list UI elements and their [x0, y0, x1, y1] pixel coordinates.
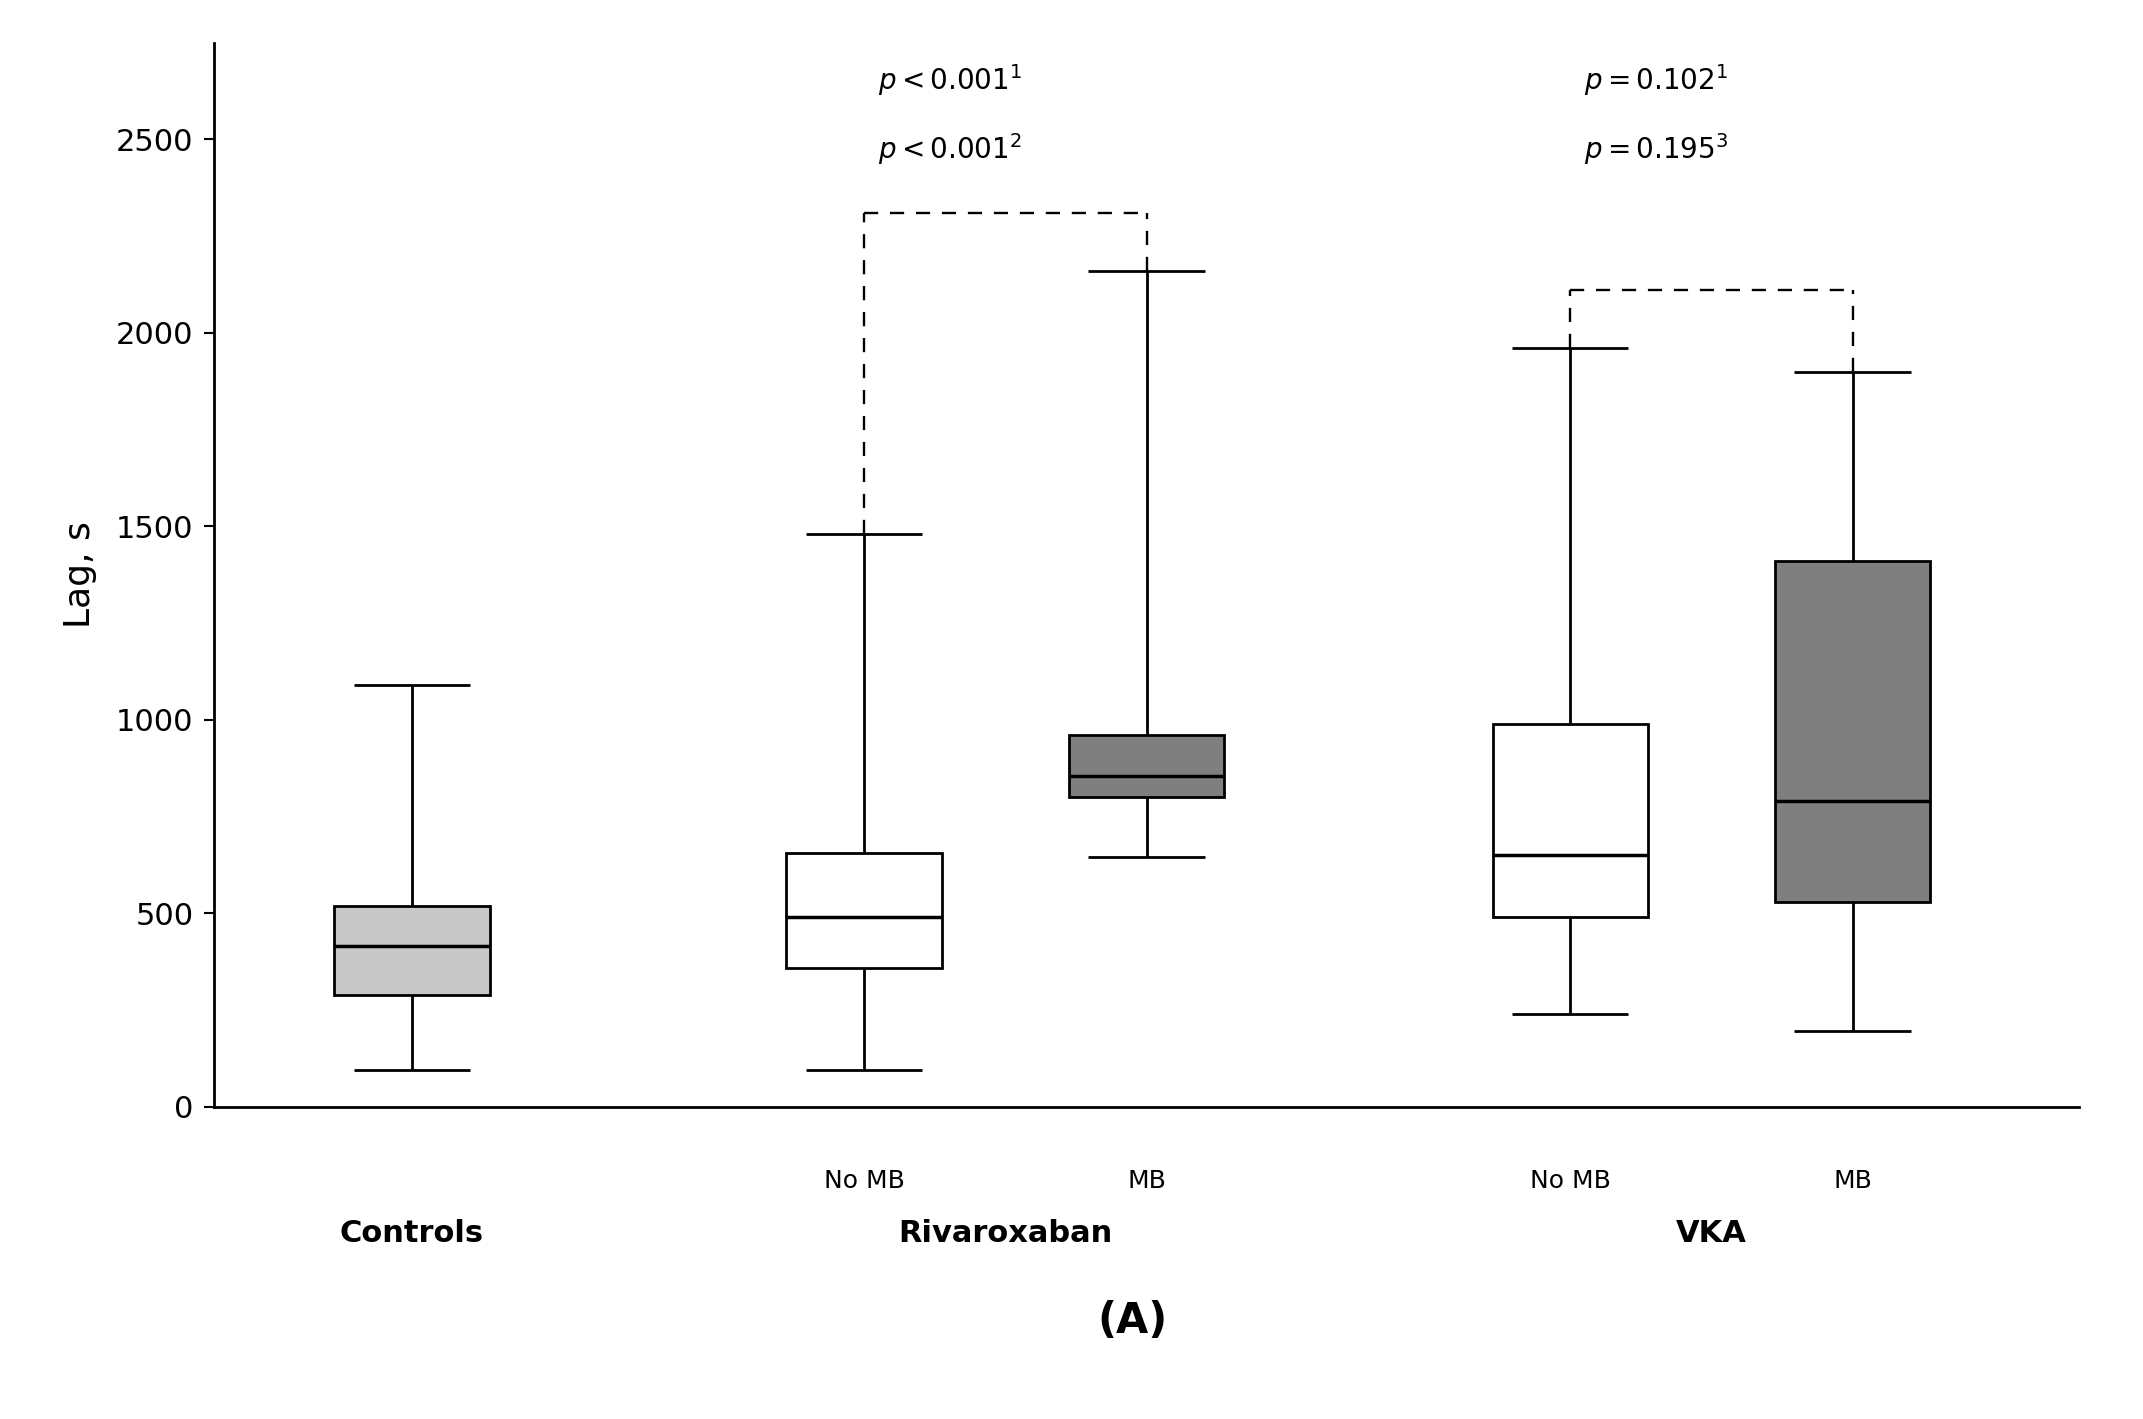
Text: (A): (A) [1097, 1300, 1168, 1342]
Y-axis label: Lag, s: Lag, s [62, 521, 96, 629]
Text: No MB: No MB [823, 1169, 904, 1193]
Text: $p = 0.195^3$: $p = 0.195^3$ [1584, 132, 1729, 167]
Text: Controls: Controls [341, 1219, 484, 1249]
Text: $p < 0.001^2$: $p < 0.001^2$ [879, 132, 1022, 167]
Text: VKA: VKA [1676, 1219, 1747, 1249]
Text: Rivaroxaban: Rivaroxaban [898, 1219, 1112, 1249]
Bar [334, 905, 491, 995]
Bar [1492, 724, 1648, 917]
Bar [1774, 561, 1931, 901]
Text: MB: MB [1127, 1169, 1166, 1193]
Text: $p < 0.001^1$: $p < 0.001^1$ [879, 62, 1022, 98]
Text: $p = 0.102^1$: $p = 0.102^1$ [1584, 62, 1729, 98]
Text: MB: MB [1832, 1169, 1873, 1193]
Bar [1069, 735, 1224, 797]
Text: No MB: No MB [1530, 1169, 1612, 1193]
Bar [786, 853, 941, 968]
